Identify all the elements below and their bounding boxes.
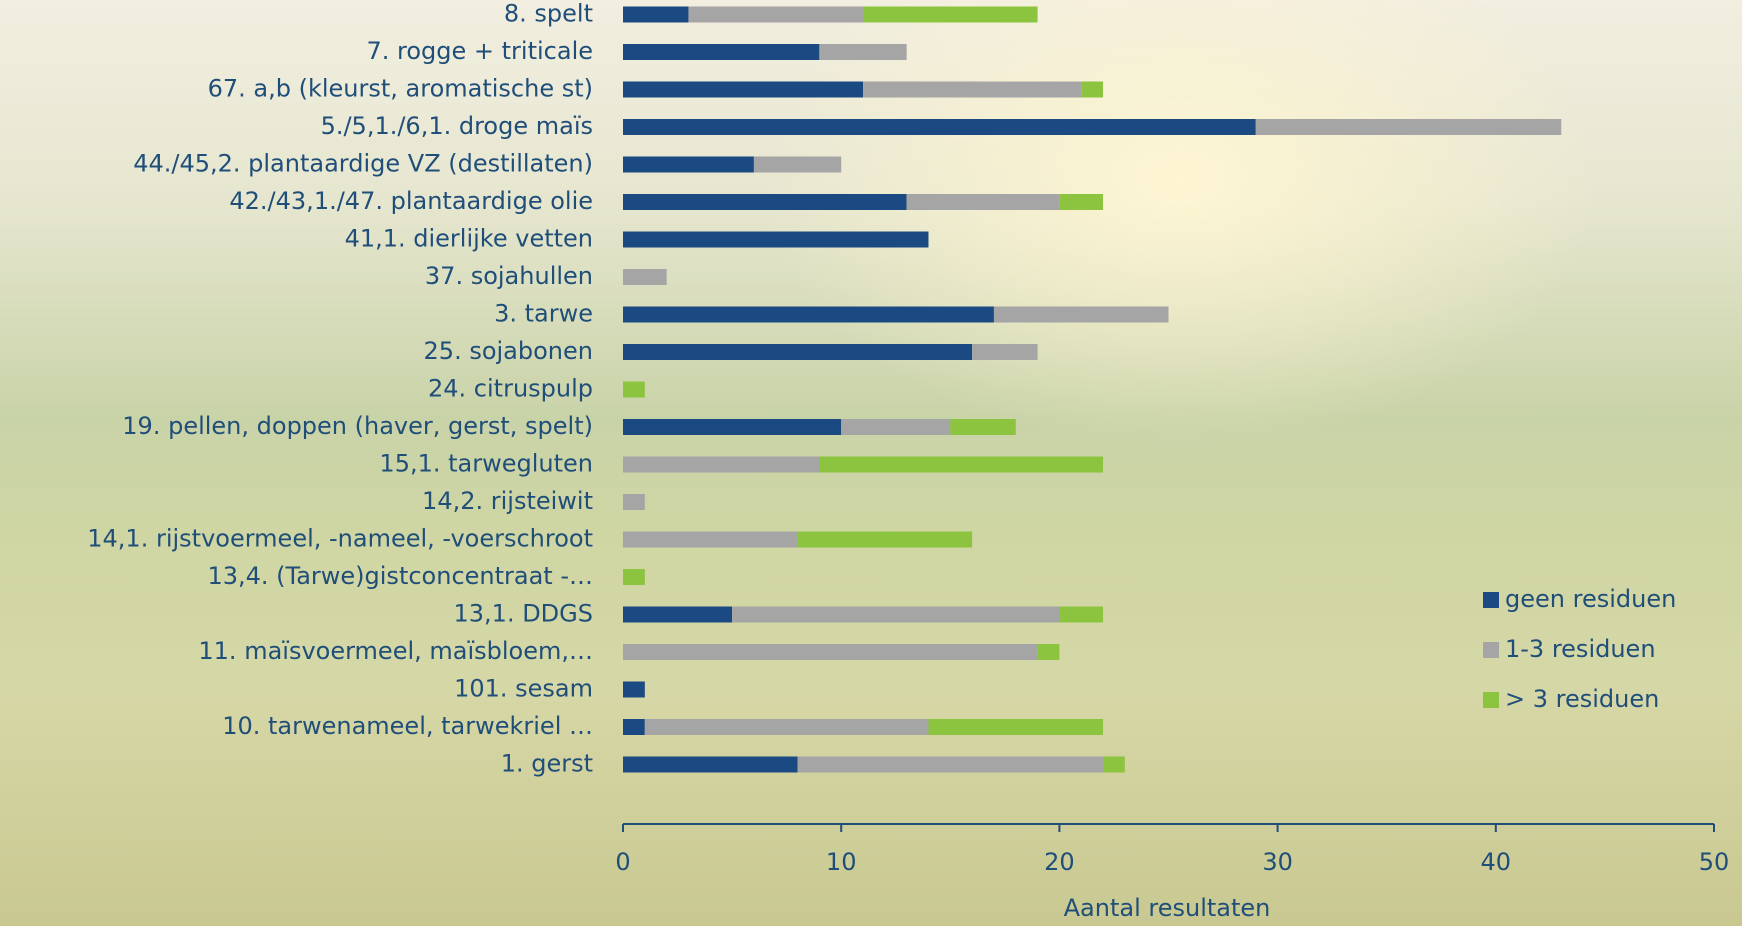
bar-segment [623,756,798,773]
bar-segment [797,531,973,548]
y-tick-label: 15,1. tarwegluten [379,450,593,478]
bar-segment [863,6,1038,23]
y-tick-label: 14,1. rijstvoermeel, -nameel, -voerschro… [87,525,593,553]
bar-segment [623,81,864,98]
bar-segment [623,156,754,173]
y-tick-label: 1. gerst [501,750,593,778]
y-tick-label: 67. a,b (kleurst, aromatische st) [208,75,593,103]
bar-segment [623,194,907,210]
y-tick-label: 24. citruspulp [428,375,593,403]
bar-segment [688,6,864,23]
bar-segment [623,231,929,248]
bar-segment [623,719,645,735]
x-axis-title: Aantal resultaten [1064,894,1271,922]
legend-label: > 3 residuen [1505,685,1659,713]
x-tick-label: 30 [1262,848,1293,876]
bar-segment [1103,756,1125,773]
bar-segment [623,494,645,510]
bar-segment [623,269,667,285]
bar-segment [1255,119,1562,135]
bar-segment [623,344,973,360]
y-tick-label: 11. maïsvoermeel, maïsbloem,… [198,637,593,665]
y-tick-label: 25. sojabonen [424,337,593,365]
legend-swatch [1483,592,1499,608]
bar-segment [623,456,820,473]
y-tick-label: 8. spelt [504,0,593,28]
bar-segment [1059,194,1104,210]
bar-segment [623,306,994,323]
bar-segment [623,44,820,60]
bar-segment [753,156,842,173]
x-tick-label: 40 [1481,848,1512,876]
bar-segment [972,344,1038,360]
y-tick-label: 5./5,1./6,1. droge maïs [321,112,593,140]
bar-segment [623,644,1038,660]
legend-label: geen residuen [1505,585,1676,613]
bar-segment [644,719,929,735]
y-tick-label: 3. tarwe [494,300,593,328]
bar-segment [623,381,645,398]
bar-segment [928,719,1104,735]
bar-segment [623,569,645,585]
bar-segment [623,419,842,435]
bar-segment [623,119,1256,135]
bar-segment [993,306,1169,323]
y-tick-label: 42./43,1./47. plantaardige olie [229,187,593,215]
y-tick-label: 37. sojahullen [425,262,593,290]
x-tick-label: 10 [826,848,857,876]
bar-segment [1059,606,1104,623]
y-tick-label: 101. sesam [454,675,593,703]
bar-segment [950,419,1016,435]
bar-segment [623,681,645,698]
x-tick-label: 0 [615,848,630,876]
bar-segment [1081,81,1104,98]
bar-segment [841,419,951,435]
bar-segment [819,44,907,60]
bar-segment [623,606,733,623]
bar-segment [623,6,689,23]
y-tick-label: 10. tarwenameel, tarwekriel … [222,712,593,740]
bar-segment [863,81,1082,98]
legend-label: 1-3 residuen [1505,635,1656,663]
x-tick-label: 20 [1044,848,1075,876]
bar-segment [797,756,1104,773]
legend-swatch [1483,642,1499,658]
legend-swatch [1483,692,1499,708]
y-tick-label: 19. pellen, doppen (haver, gerst, spelt) [122,412,593,440]
bar-segment [623,531,798,548]
y-tick-label: 7. rogge + triticale [366,37,593,65]
bar-segment [819,456,1104,473]
y-tick-label: 41,1. dierlijke vetten [345,225,593,253]
y-tick-label: 13,4. (Tarwe)gistconcentraat -… [207,562,593,590]
x-tick-label: 50 [1699,848,1730,876]
y-tick-label: 14,2. rijsteiwit [422,487,593,515]
y-tick-label: 13,1. DDGS [454,600,594,628]
bar-segment [732,606,1060,623]
bar-segment [906,194,1060,210]
bar-segment [1037,644,1060,660]
y-tick-label: 44./45,2. plantaardige VZ (destillaten) [133,150,593,178]
